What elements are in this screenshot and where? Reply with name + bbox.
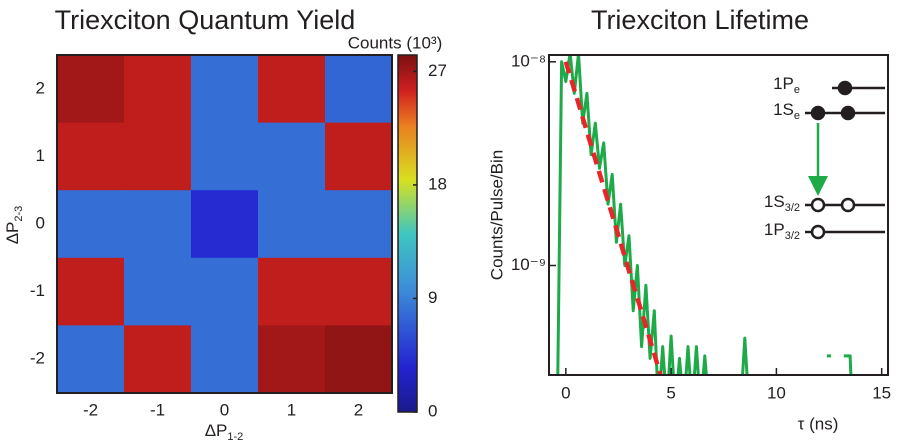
y-axis-label: Counts/Pulse/Bin bbox=[487, 150, 506, 280]
heatmap-cell bbox=[124, 325, 192, 394]
level-label-main: 1P bbox=[764, 220, 785, 239]
heatmap-cell bbox=[191, 325, 259, 394]
heatmap-cell bbox=[325, 325, 393, 394]
heatmap-cell bbox=[57, 55, 125, 124]
data-line bbox=[556, 55, 853, 375]
level-label-main: 1P bbox=[773, 74, 794, 93]
x-axis-label-main: ΔP bbox=[205, 421, 228, 440]
x-tick-label: 0 bbox=[561, 383, 570, 402]
x-tick-label: 0 bbox=[220, 400, 229, 419]
x-tick-label: 5 bbox=[666, 383, 675, 402]
heatmap-cell bbox=[57, 325, 125, 394]
heatmap-cell bbox=[325, 190, 393, 259]
plot-frame bbox=[56, 54, 393, 394]
x-tick-label: -1 bbox=[150, 400, 165, 419]
level-label-sub: 3/2 bbox=[785, 230, 800, 242]
level-label-sub: 3/2 bbox=[785, 202, 800, 214]
heatmap-cell bbox=[258, 325, 326, 394]
y-axis-label-sub: 2-3 bbox=[13, 206, 25, 222]
x-axis-label: τ (ns) bbox=[798, 414, 839, 433]
x-tick-label: -2 bbox=[83, 400, 98, 419]
colorbar bbox=[397, 54, 418, 413]
y-tick-label: 2 bbox=[36, 78, 45, 97]
heatmap-cell bbox=[191, 55, 259, 124]
level-label-main: 1S bbox=[773, 100, 794, 119]
colorbar-tick-label: 18 bbox=[428, 174, 447, 193]
heatmap-cell bbox=[124, 190, 192, 259]
x-axis-label-sub: 1-2 bbox=[227, 431, 243, 443]
heatmap-cell bbox=[191, 190, 259, 259]
plot-frame bbox=[548, 54, 889, 376]
colorbar-label: Counts (10³) bbox=[348, 33, 442, 52]
heatmap-cell bbox=[258, 55, 326, 124]
chart-title: Triexciton Quantum Yield bbox=[55, 5, 356, 35]
heatmap-cell bbox=[124, 257, 192, 326]
level-label-main: 1S bbox=[764, 192, 785, 211]
heatmap-cell bbox=[258, 122, 326, 191]
heatmap-cell bbox=[325, 257, 393, 326]
fit-line bbox=[563, 61, 663, 375]
y-tick-label: -1 bbox=[30, 281, 45, 300]
heatmap-cell bbox=[191, 122, 259, 191]
heatmap-cell bbox=[57, 190, 125, 259]
level-label: 1Pe bbox=[773, 74, 800, 95]
y-axis-label-main: ΔP bbox=[3, 222, 22, 245]
y-tick-label: -2 bbox=[30, 349, 45, 368]
heatmap-cell bbox=[57, 122, 125, 191]
x-tick-label: 10 bbox=[767, 383, 786, 402]
y-tick-label: 1 bbox=[36, 146, 45, 165]
y-tick-label: 10⁻⁸ bbox=[511, 51, 546, 70]
y-tick-label: 0 bbox=[36, 213, 45, 232]
x-tick-label: 1 bbox=[287, 400, 296, 419]
colorbar-tick-label: 9 bbox=[428, 288, 437, 307]
heatmap-cell bbox=[124, 122, 192, 191]
heatmap-cell bbox=[57, 257, 125, 326]
level-label: 1S3/2 bbox=[764, 192, 800, 213]
chart-title: Triexciton Lifetime bbox=[591, 5, 809, 35]
x-axis-label: ΔP1-2 bbox=[205, 421, 244, 442]
level-diagram bbox=[805, 80, 885, 240]
level-label-sub: e bbox=[794, 84, 800, 96]
level-label: 1Se bbox=[773, 100, 800, 121]
y-axis-label: ΔP2-3 bbox=[3, 206, 24, 245]
heatmap-cell bbox=[258, 190, 326, 259]
heatmap-cell bbox=[191, 257, 259, 326]
heatmap-cell bbox=[258, 257, 326, 326]
heatmap-cell bbox=[325, 55, 393, 124]
heatmap-cell bbox=[325, 122, 393, 191]
x-tick-label: 15 bbox=[872, 383, 891, 402]
heatmap-cell bbox=[124, 55, 192, 124]
colorbar-tick-label: 27 bbox=[428, 61, 447, 80]
colorbar-tick-label: 0 bbox=[428, 401, 437, 420]
level-label: 1P3/2 bbox=[764, 220, 800, 241]
x-tick-label: 2 bbox=[354, 400, 363, 419]
y-tick-label: 10⁻⁹ bbox=[511, 255, 546, 274]
level-label-sub: e bbox=[794, 110, 800, 122]
